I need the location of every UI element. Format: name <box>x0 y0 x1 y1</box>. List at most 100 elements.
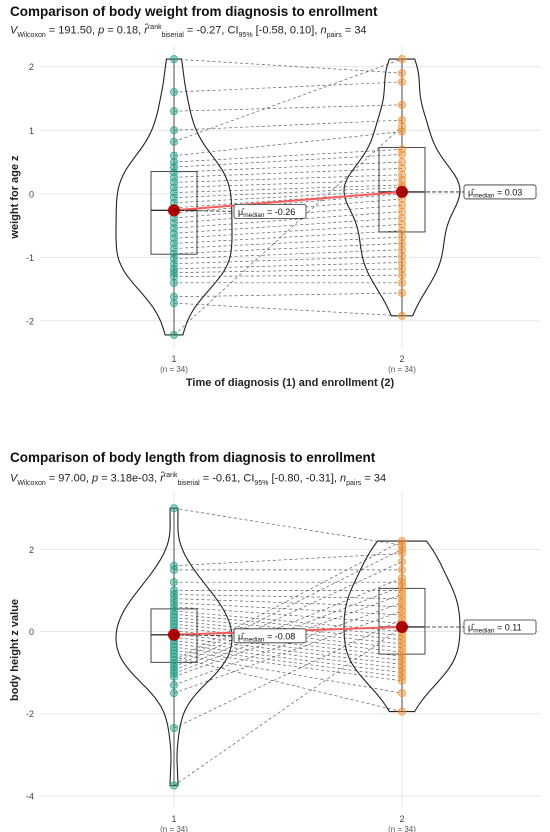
chart-stats-subtitle: VWilcoxon = 97.00, p = 3.18e-03, r̂rankb… <box>10 472 387 487</box>
y-tick-label: -4 <box>26 791 34 801</box>
pre-point <box>169 107 179 116</box>
violin-pre <box>115 58 233 336</box>
pre-point <box>169 88 179 97</box>
post-point <box>397 590 407 599</box>
pre-point <box>169 137 179 146</box>
x-tick-label: 2 <box>399 354 404 364</box>
post-point <box>397 549 407 558</box>
median-connector <box>173 190 403 212</box>
post-point <box>397 610 407 620</box>
pair-line <box>173 119 403 131</box>
pair-line <box>173 610 403 694</box>
paired-lines <box>173 507 403 786</box>
post-point <box>397 565 407 574</box>
post-point <box>397 676 407 685</box>
pair-line <box>173 104 403 112</box>
paired-lines <box>173 58 403 336</box>
post-point <box>397 557 407 566</box>
median-label-leader <box>173 209 235 212</box>
pre-point <box>169 561 179 570</box>
post-point <box>397 127 407 136</box>
y-tick-label: 0 <box>29 627 34 637</box>
pre-point <box>169 680 179 690</box>
y-tick-label: 0 <box>29 189 34 199</box>
median-label-pre: μ̂median = -0.08 <box>233 628 307 644</box>
post-point <box>397 264 407 273</box>
pair-line <box>173 577 403 671</box>
x-tick-label: 1 <box>171 354 176 364</box>
chart-stats-subtitle: VWilcoxon = 191.50, p = 0.18, r̂rankbise… <box>10 24 367 39</box>
pair-line <box>173 553 403 567</box>
pre-point <box>169 299 179 308</box>
post-point <box>397 232 407 242</box>
x-tick-n-label: (n = 34) <box>160 365 188 374</box>
post-point <box>397 582 407 591</box>
pre-point <box>169 781 179 790</box>
post-point <box>397 707 407 716</box>
pair-line <box>173 618 403 729</box>
pair-line <box>173 646 403 678</box>
median-label-text: μ̂median = 0.11 <box>468 622 522 634</box>
post-point <box>397 252 407 261</box>
post-point <box>397 541 407 550</box>
y-tick-label: -2 <box>26 316 34 326</box>
post-point <box>397 278 407 287</box>
pre-point <box>169 330 179 340</box>
median-label-box <box>463 619 537 635</box>
median-label-box <box>233 628 307 644</box>
post-point <box>397 635 407 644</box>
post-point <box>397 201 407 210</box>
pair-line <box>173 602 403 616</box>
post-point <box>397 643 407 653</box>
pre-point <box>169 578 179 587</box>
post-point <box>397 594 407 603</box>
post-point <box>397 207 407 216</box>
post-point <box>397 689 407 698</box>
pre-point <box>169 292 179 301</box>
y-tick-label: 2 <box>29 545 34 555</box>
violin-post <box>343 58 461 317</box>
pre-point <box>169 126 179 135</box>
pair-line <box>173 223 403 239</box>
x-tick-label: 1 <box>171 814 176 824</box>
box-post <box>378 146 426 233</box>
box-post <box>378 587 426 655</box>
post-point <box>397 54 407 64</box>
pair-line <box>173 602 403 686</box>
pair-line <box>173 126 403 336</box>
weight-chart-panel: Comparison of body weight from diagnosis… <box>9 4 540 389</box>
y-axis-label: weight for age z <box>9 155 21 240</box>
wilcoxon-statistic: 97.00 <box>58 472 86 485</box>
pre-point <box>169 689 179 698</box>
post-point <box>397 150 407 159</box>
post-point <box>397 164 407 173</box>
pre-point <box>169 504 179 513</box>
median-label-box <box>463 184 537 200</box>
effect-size: -0.27 <box>196 24 222 37</box>
pre-point <box>169 586 179 595</box>
pair-line <box>173 274 403 277</box>
pair-line <box>173 292 403 298</box>
post-point <box>397 115 407 125</box>
pair-line <box>173 302 403 317</box>
median-label-post: μ̂median = 0.03 <box>463 184 537 200</box>
median-label-text: μ̂median = 0.03 <box>468 187 522 199</box>
post-point <box>397 245 407 254</box>
pre-point <box>169 151 179 160</box>
x-axis-label: Time of diagnosis (1) and enrollment (2) <box>186 377 395 389</box>
post-point <box>397 668 407 677</box>
pair-line <box>173 131 403 157</box>
pair-line <box>173 81 403 93</box>
pair-line <box>173 236 403 249</box>
p-value: 0.18 <box>116 24 139 37</box>
post-point <box>397 586 407 595</box>
median-label-leader <box>173 634 235 637</box>
median-label-post: μ̂median = 0.11 <box>463 619 537 635</box>
post-point <box>397 672 407 681</box>
median-label-pre: μ̂median = -0.26 <box>233 203 307 219</box>
pair-line <box>173 58 403 74</box>
post-point <box>397 271 407 280</box>
grid <box>40 492 540 808</box>
post-point <box>397 545 407 554</box>
